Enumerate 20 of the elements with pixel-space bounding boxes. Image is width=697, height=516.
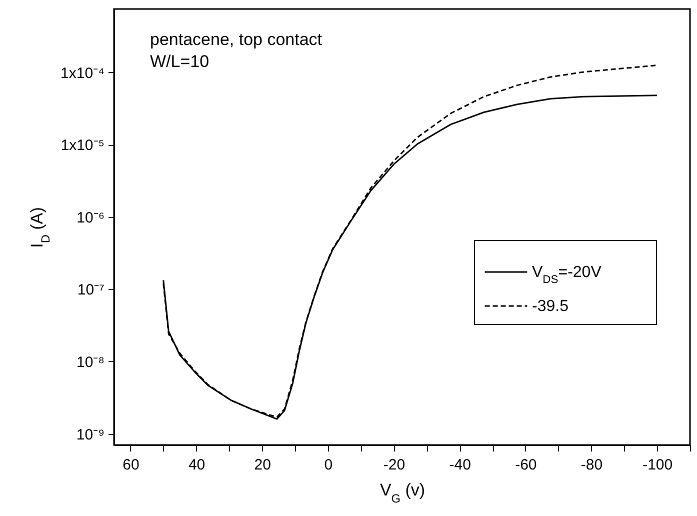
x-tick-label: -100 bbox=[642, 456, 673, 474]
x-tick-label: 60 bbox=[122, 456, 140, 474]
x-tick-label: 20 bbox=[254, 456, 271, 474]
x-axis-title: V$_{G}$ (v) bbox=[380, 480, 426, 506]
x-tick-label: 40 bbox=[188, 456, 206, 474]
x-tick-label: -40 bbox=[449, 456, 471, 474]
y-tick-label: 10⁻⁸ bbox=[76, 354, 104, 371]
annotation: pentacene, top contact bbox=[150, 30, 322, 49]
x-tick-label: -80 bbox=[580, 456, 603, 474]
y-tick-label: 1x10⁻⁴ bbox=[60, 64, 104, 82]
y-tick-label: 10⁻⁹ bbox=[76, 426, 104, 444]
x-tick-label: -60 bbox=[515, 456, 537, 474]
y-tick-label: 10⁻⁷ bbox=[77, 282, 104, 299]
annotation: W/L=10 bbox=[150, 52, 210, 71]
y-tick-label: 1x10⁻⁵ bbox=[60, 137, 104, 154]
y-tick-label: 10⁻⁶ bbox=[76, 209, 104, 226]
x-tick-label: -20 bbox=[383, 456, 406, 474]
x-tick-label: 0 bbox=[324, 456, 333, 474]
legend-label: -39.5 bbox=[532, 298, 569, 315]
legend-label: V$_{DS}$=-20V bbox=[532, 264, 602, 286]
